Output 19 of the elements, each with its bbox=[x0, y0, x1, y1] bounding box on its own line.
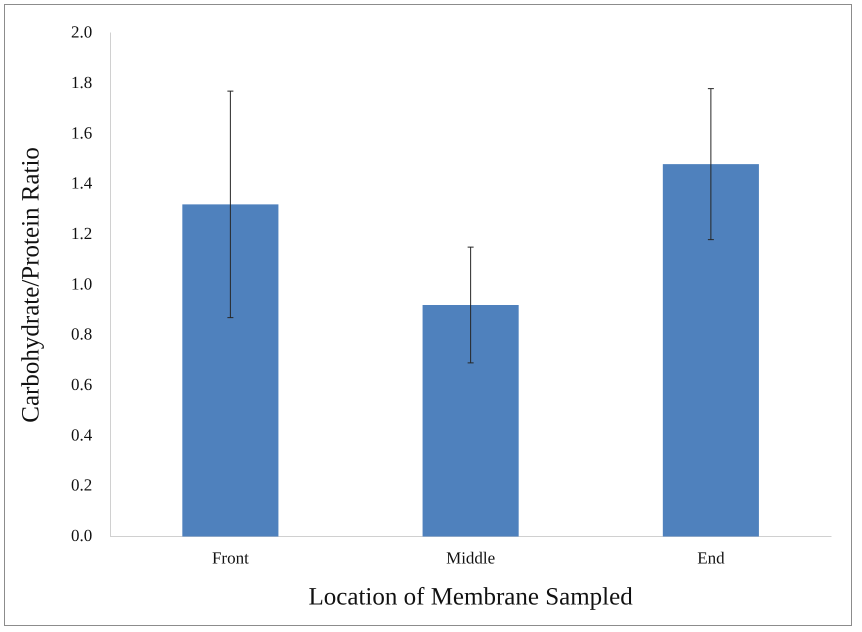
bar bbox=[422, 305, 519, 537]
bar bbox=[182, 204, 278, 537]
y-tick-label: 0.8 bbox=[71, 324, 92, 344]
bar bbox=[662, 164, 759, 537]
y-tick-label: 1.4 bbox=[71, 174, 93, 193]
x-tick-label: Front bbox=[212, 548, 250, 568]
y-tick-label: 1.6 bbox=[71, 123, 92, 142]
y-tick-label: 1.0 bbox=[71, 274, 92, 294]
y-tick-label: 1.8 bbox=[71, 73, 92, 92]
y-tick-label: 0.2 bbox=[71, 476, 92, 495]
x-tick-label: End bbox=[697, 548, 726, 568]
y-tick-label: 2.0 bbox=[71, 22, 92, 42]
y-tick-label: 0.6 bbox=[71, 375, 92, 394]
y-tick-label: 0.4 bbox=[71, 425, 93, 444]
y-tick-label: 0.0 bbox=[71, 526, 92, 546]
x-axis-title: Location of Membrane Sampled bbox=[308, 584, 634, 611]
x-tick-label: Middle bbox=[446, 548, 496, 568]
y-axis-title: Carbohydrate/Protein Ratio bbox=[18, 147, 45, 423]
y-tick-label: 1.2 bbox=[71, 224, 92, 244]
